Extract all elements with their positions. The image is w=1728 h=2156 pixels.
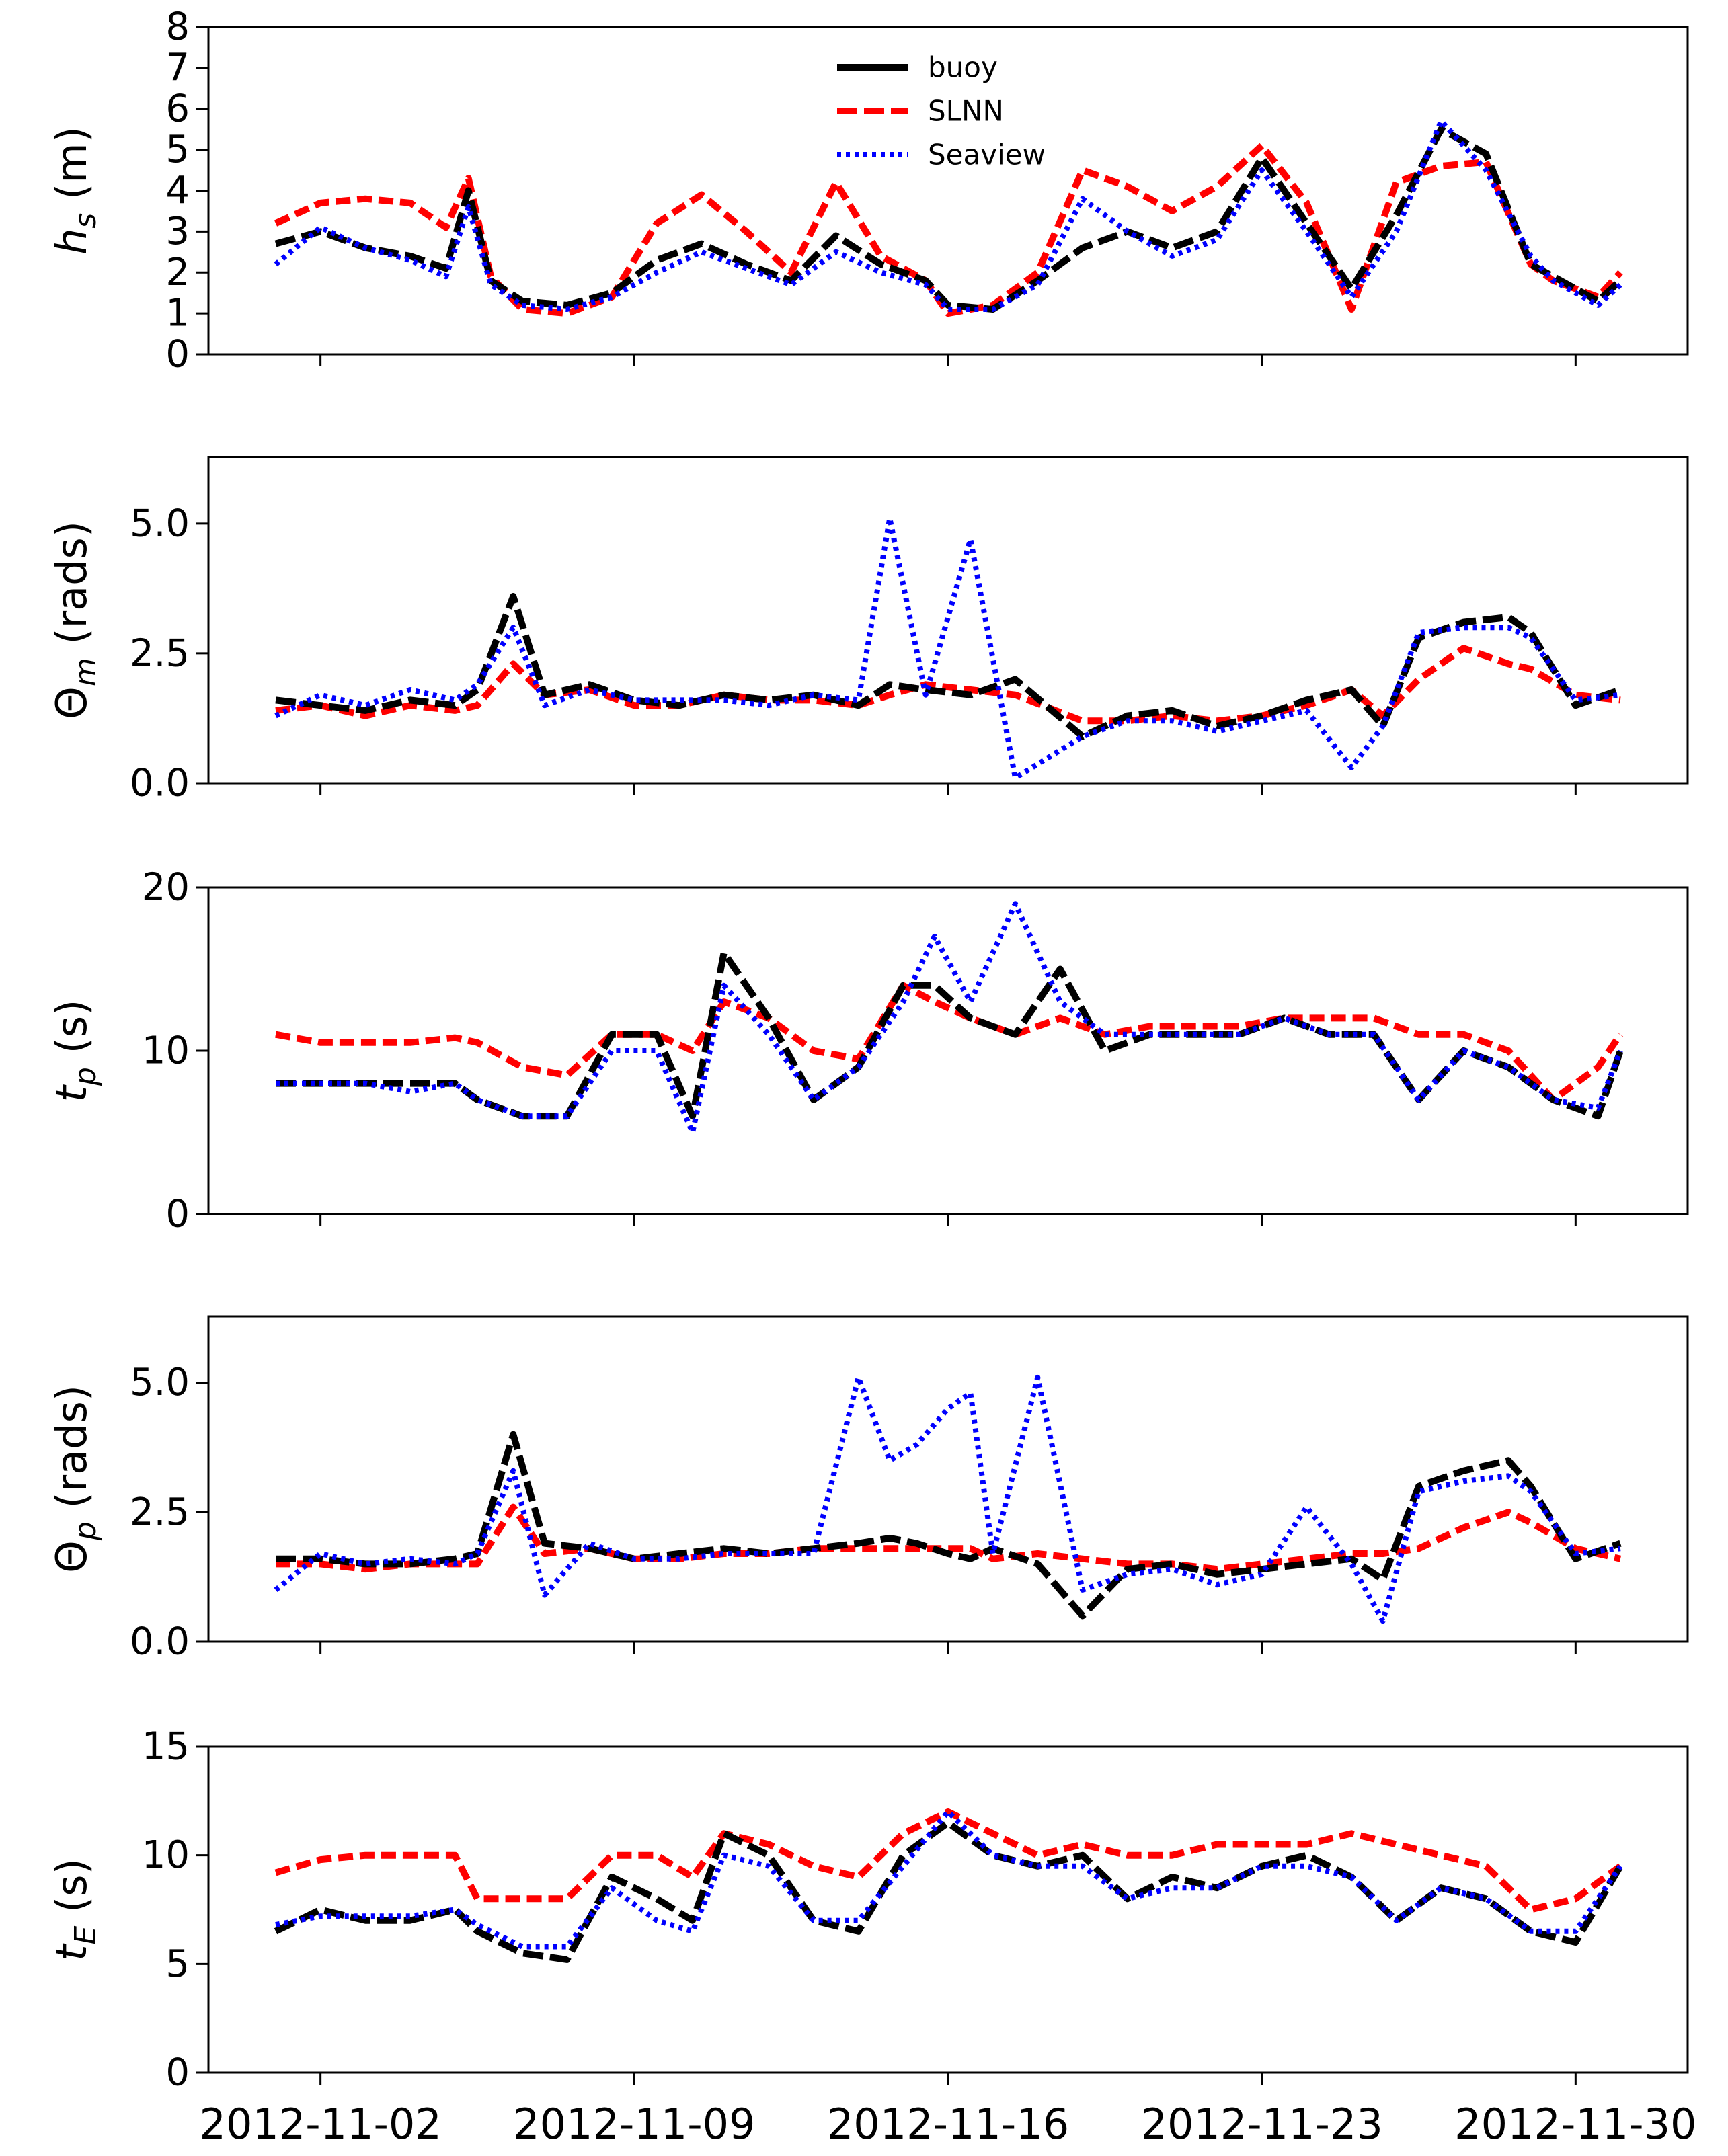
y-tick-label: 0 — [165, 1193, 190, 1236]
series-buoy-line — [274, 126, 1623, 313]
y-tick-label: 10 — [142, 1833, 190, 1877]
y-tick-label: 0 — [165, 2051, 190, 2095]
y-axis-label: hs (m) — [47, 126, 103, 255]
y-tick-label: 2.5 — [130, 1490, 190, 1534]
series-slnn-line — [275, 645, 1621, 725]
y-axis-label-symbol: Θ — [47, 1540, 96, 1573]
y-tick-label: 6 — [165, 87, 190, 130]
y-tick-label: 5.0 — [130, 502, 190, 545]
panel-3: 0 10 20 tp (s) — [47, 866, 1689, 1236]
series-slnn-line — [274, 1808, 1622, 1913]
y-axis-label-subscript: E — [69, 1925, 103, 1944]
y-tick-label: 10 — [142, 1029, 190, 1073]
y-axis-label-symbol: Θ — [47, 686, 96, 719]
legend-label-seaview: Seaview — [928, 138, 1046, 171]
x-tick-label: 2012-11-09 — [513, 2100, 755, 2149]
x-tick-label: 2012-11-30 — [1454, 2100, 1696, 2149]
y-axis-label-subscript: p — [69, 1521, 103, 1541]
x-tick-label: 2012-11-23 — [1141, 2100, 1383, 2149]
legend-label-slnn: SLNN — [928, 95, 1004, 128]
series-seaview-line — [274, 1374, 1621, 1624]
series-seaview-line — [274, 118, 1622, 312]
y-tick-label: 7 — [165, 46, 190, 89]
y-tick-label: 3 — [165, 210, 190, 253]
y-axis-label-units: (rads) — [47, 1385, 96, 1521]
series-seaview-line — [275, 1809, 1623, 1950]
y-axis-label-units: (s) — [47, 1858, 96, 1925]
series-seaview-line — [274, 516, 1621, 781]
y-tick-label: 15 — [142, 1725, 190, 1769]
x-tick-label: 2012-11-02 — [200, 2100, 442, 2149]
y-tick-label: 4 — [165, 169, 190, 212]
y-tick-label: 20 — [142, 866, 190, 910]
y-axis-label-subscript: s — [69, 213, 103, 229]
y-axis-label-symbol: t — [47, 1084, 96, 1102]
y-tick-label: 5.0 — [130, 1361, 190, 1404]
series-buoy-line — [276, 1431, 1622, 1620]
legend: buoy SLNN Seaview — [837, 51, 1046, 171]
y-axis-label-subscript: m — [69, 657, 103, 686]
y-axis-label-subscript: p — [69, 1067, 103, 1086]
y-tick-label: 0 — [165, 333, 190, 376]
y-tick-label: 0.0 — [130, 1620, 190, 1664]
axes-frame — [207, 1745, 1689, 2074]
y-tick-label: 1 — [165, 292, 190, 335]
y-tick-label: 5 — [165, 1942, 190, 1986]
y-axis-label-symbol: h — [47, 229, 96, 255]
y-axis-label: tE (s) — [47, 1858, 103, 1961]
series-seaview-line — [276, 901, 1623, 1135]
y-tick-label: 2.5 — [130, 631, 190, 675]
panel-5: 0 5 10 15 tE (s) — [47, 1725, 1689, 2095]
series-buoy-line — [274, 1819, 1624, 1963]
y-axis-label: tp (s) — [47, 1000, 103, 1103]
y-tick-label: 2 — [165, 251, 190, 294]
y-axis-label: Θp (rads) — [47, 1385, 103, 1573]
series-slnn-line — [276, 1503, 1622, 1573]
y-tick-label: 8 — [165, 5, 190, 49]
y-axis-label: Θm (rads) — [47, 521, 103, 719]
series-buoy-line — [275, 593, 1622, 740]
x-tick-label: 2012-11-16 — [827, 2100, 1069, 2149]
y-axis-label-symbol: t — [47, 1943, 96, 1961]
y-axis-label-units: (rads) — [47, 521, 96, 657]
panel-4: 0.0 2.5 5.0 Θp (rads) — [47, 1315, 1689, 1664]
y-axis-label-units: (s) — [47, 1000, 96, 1067]
y-axis-label-units: (m) — [47, 126, 96, 212]
y-tick-label: 0.0 — [130, 762, 190, 805]
legend-label-buoy: buoy — [928, 51, 998, 84]
panel-2: 0.0 2.5 5.0 Θm (rads) — [47, 456, 1689, 805]
y-tick-label: 5 — [165, 128, 190, 171]
series-slnn-line — [275, 982, 1624, 1103]
